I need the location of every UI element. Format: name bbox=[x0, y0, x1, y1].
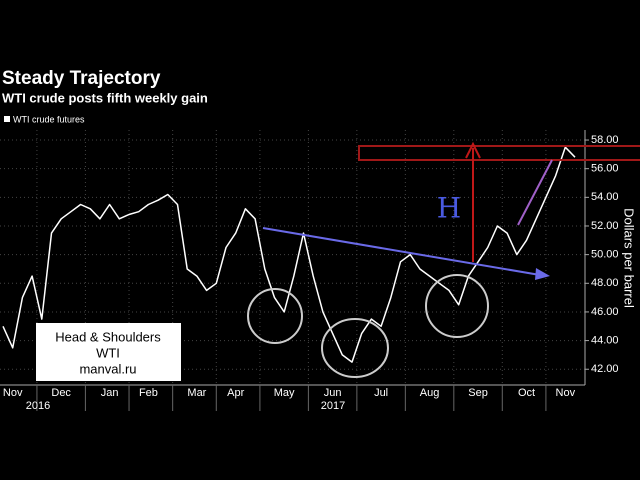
chart-subtitle: WTI crude posts fifth weekly gain bbox=[2, 90, 208, 105]
y-tick-label: 50.00 bbox=[591, 249, 619, 261]
y-tick-label: 42.00 bbox=[591, 363, 619, 375]
y-tick-label: 56.00 bbox=[591, 163, 619, 175]
caption-box bbox=[36, 323, 181, 381]
y-axis-label: Dollars per barrel bbox=[622, 208, 637, 308]
right-shoulder bbox=[425, 274, 489, 338]
year-label: 2017 bbox=[321, 400, 345, 412]
x-tick-label: Nov bbox=[3, 387, 23, 399]
target-box bbox=[358, 145, 640, 161]
x-tick-label: May bbox=[274, 387, 295, 399]
x-tick-label: Jun bbox=[324, 387, 342, 399]
y-tick-label: 46.00 bbox=[591, 306, 619, 318]
x-tick-label: Jul bbox=[374, 387, 388, 399]
y-tick-label: 54.00 bbox=[591, 191, 619, 203]
x-tick-label: Sep bbox=[468, 387, 488, 399]
target-arrow bbox=[517, 159, 553, 226]
y-tick-label: 44.00 bbox=[591, 334, 619, 346]
x-tick-label: Mar bbox=[187, 387, 206, 399]
caption-line: WTI bbox=[96, 345, 120, 360]
y-tick-label: 52.00 bbox=[591, 220, 619, 232]
y-tick-label: 58.00 bbox=[591, 134, 619, 146]
chart-title: Steady Trajectory bbox=[2, 68, 161, 89]
x-tick-label: Aug bbox=[420, 387, 440, 399]
caption-line: manval.ru bbox=[79, 361, 136, 376]
x-tick-label: Nov bbox=[556, 387, 576, 399]
y-tick-label: 48.00 bbox=[591, 277, 619, 289]
left-shoulder bbox=[247, 288, 303, 344]
height-arrow-head bbox=[465, 141, 481, 159]
neckline-head bbox=[535, 268, 550, 280]
annotations bbox=[247, 141, 640, 378]
legend-label: WTI crude futures bbox=[13, 114, 85, 124]
h-mark: H bbox=[437, 192, 461, 225]
x-tick-label: Oct bbox=[518, 387, 535, 399]
plot: 42.00 44.00 46.00 48.00 50.00 52.00 54.00 56.00… bbox=[0, 130, 619, 412]
x-tick-label: Feb bbox=[139, 387, 158, 399]
legend-swatch bbox=[4, 116, 10, 122]
year-label: 2016 bbox=[26, 400, 50, 412]
x-tick-label: Apr bbox=[227, 387, 244, 399]
caption-line: Head & Shoulders bbox=[55, 329, 161, 344]
x-tick-label: Dec bbox=[51, 387, 71, 399]
head bbox=[321, 318, 389, 378]
x-tick-label: Jan bbox=[101, 387, 119, 399]
neckline bbox=[262, 227, 541, 276]
